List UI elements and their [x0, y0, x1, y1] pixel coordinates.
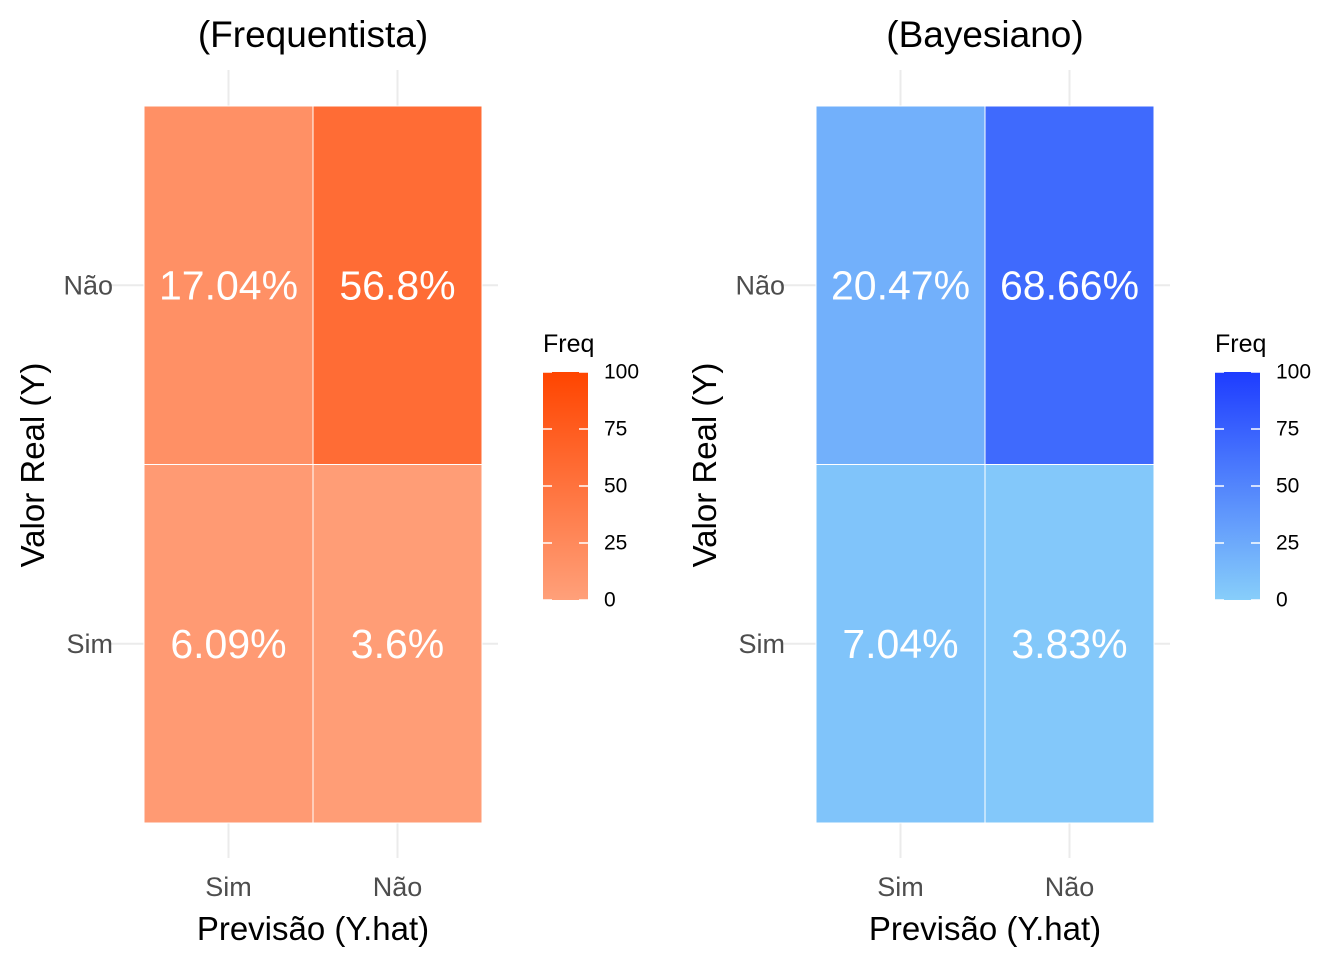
cell-value-label: 6.09% [170, 621, 286, 667]
cell-value-label: 68.66% [1000, 262, 1139, 308]
panel-frequentista: 17.04% 56.8% 6.09% 3.6% Sim Não Sim Não (Frequen… [14, 14, 639, 947]
chart-title: (Bayesiano) [886, 14, 1083, 55]
legend-title: Freq [543, 330, 594, 358]
cell-value-label: 20.47% [831, 262, 970, 308]
y-tick-label: Não [63, 270, 113, 300]
legend-tick-label: 75 [604, 418, 627, 441]
x-tick-label: Sim [205, 872, 252, 902]
legend-tick-label: 0 [1276, 589, 1288, 612]
legend-tick-label: 25 [1276, 532, 1299, 555]
y-tick-label: Sim [67, 629, 114, 659]
cell-value-label: 56.8% [339, 262, 455, 308]
x-tick-label: Não [1045, 872, 1095, 902]
heatmap-tile [143, 105, 314, 465]
x-tick-label: Não [373, 872, 423, 902]
legend-tick-label: 75 [1276, 418, 1299, 441]
heatmap-tile [143, 464, 314, 824]
cell-value-label: 7.04% [842, 621, 958, 667]
legend-tick-label: 25 [604, 532, 627, 555]
cell-value-label: 3.6% [351, 621, 444, 667]
legend-tick-label: 100 [1276, 361, 1311, 384]
legend-tick-label: 50 [1276, 475, 1299, 498]
heatmap-tile [312, 464, 483, 824]
chart-title: (Frequentista) [198, 14, 428, 55]
panel-bayesiano: 20.47% 68.66% 7.04% 3.83% Sim Não Sim Não (Bayes… [686, 14, 1311, 947]
cell-value-label: 17.04% [159, 262, 298, 308]
y-tick-label: Não [735, 270, 785, 300]
legend-title: Freq [1215, 330, 1266, 358]
x-tick-label: Sim [877, 872, 924, 902]
legend-tick-label: 50 [604, 475, 627, 498]
heatmap-tile [815, 105, 986, 465]
heatmap-tile [984, 464, 1155, 824]
cell-value-label: 3.83% [1011, 621, 1127, 667]
x-axis-title: Previsão (Y.hat) [197, 910, 429, 947]
y-axis-title: Valor Real (Y) [14, 363, 51, 568]
legend-tick-label: 0 [604, 589, 616, 612]
legend-tick-label: 100 [604, 361, 639, 384]
y-tick-label: Sim [739, 629, 786, 659]
x-axis-title: Previsão (Y.hat) [869, 910, 1101, 947]
y-axis-title: Valor Real (Y) [686, 363, 723, 568]
